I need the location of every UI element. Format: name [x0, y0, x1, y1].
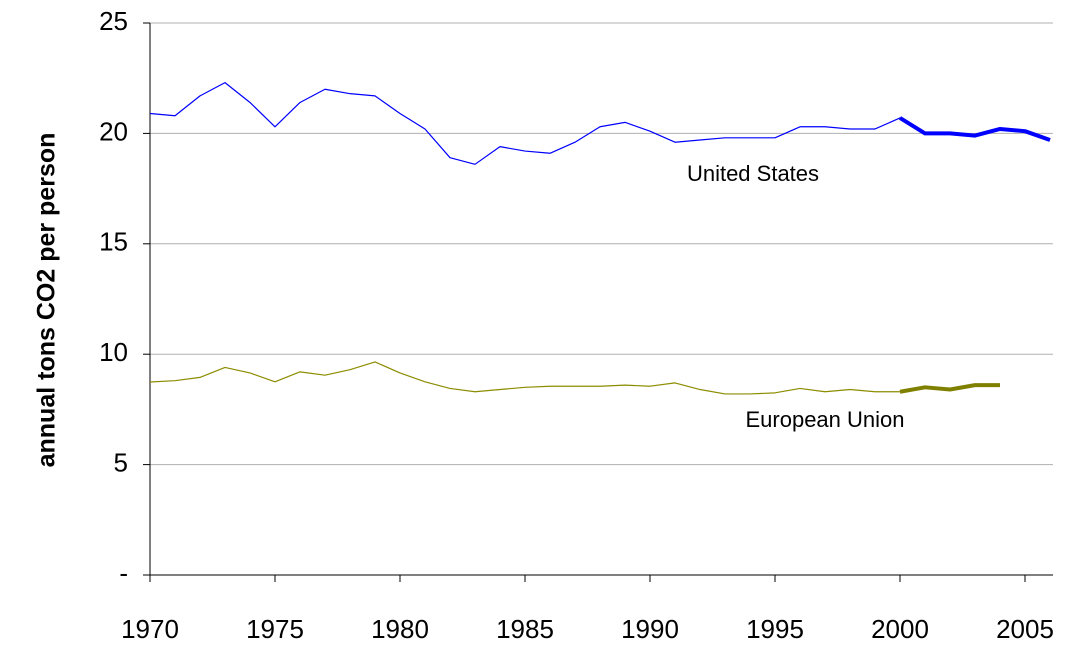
x-tick-label: 2005 — [996, 614, 1054, 644]
x-tick-label: 1995 — [746, 614, 804, 644]
x-tick-label: 1975 — [246, 614, 304, 644]
series-line — [898, 116, 1051, 142]
series-line — [149, 361, 900, 395]
x-tick-label: 1985 — [496, 614, 554, 644]
y-tick-label: 15 — [99, 227, 128, 257]
series-line — [149, 82, 1051, 165]
x-tick-label: 2000 — [871, 614, 929, 644]
series-label: European Union — [745, 407, 904, 432]
y-axis-title: annual tons CO2 per person — [33, 133, 61, 468]
x-tick-label: 1980 — [371, 614, 429, 644]
y-tick-label: - — [119, 558, 128, 588]
y-tick-label: 10 — [99, 337, 128, 367]
series-label: United States — [687, 161, 819, 186]
series-line — [899, 383, 1000, 394]
y-tick-label: 25 — [99, 6, 128, 36]
x-tick-label: 1970 — [121, 614, 179, 644]
x-tick-label: 1990 — [621, 614, 679, 644]
y-tick-label: 20 — [99, 116, 128, 146]
y-tick-label: 5 — [114, 447, 128, 477]
